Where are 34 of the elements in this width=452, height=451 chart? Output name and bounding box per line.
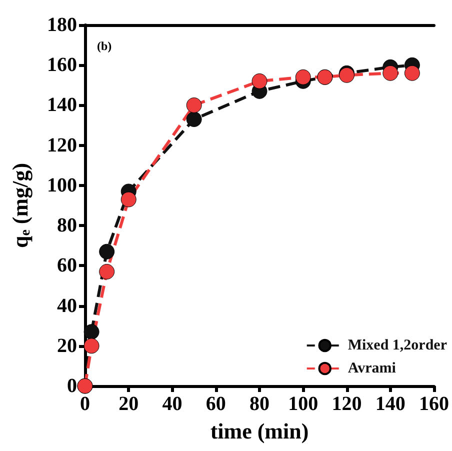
point (382, 65, 398, 81)
x-tick-label: 20 (118, 393, 139, 415)
x-tick-label: 160 (419, 393, 449, 415)
point (186, 112, 202, 128)
point (186, 97, 202, 113)
y-tick-label: 140 (47, 94, 77, 116)
point (252, 73, 268, 89)
point (404, 65, 420, 81)
y-tick-label: 100 (47, 174, 77, 196)
y-tick-label: 20 (57, 334, 77, 357)
point (84, 324, 100, 340)
x-tick-label: 80 (250, 393, 270, 415)
y-tick-label: 160 (47, 54, 77, 76)
y-tick-label: 80 (57, 214, 77, 237)
point (84, 338, 100, 354)
y-tick-label: 0 (67, 375, 77, 397)
x-tick-label: 140 (375, 393, 406, 415)
x-tick-label: 100 (288, 393, 318, 415)
point (99, 244, 115, 260)
x-tick-label: 60 (206, 393, 226, 415)
y-tick-label: 180 (47, 14, 77, 36)
y-tick-label: 120 (47, 134, 77, 156)
x-axis-title: time (min) (210, 418, 309, 444)
legend-label: Avrami (348, 360, 396, 376)
x-tick-label: 40 (162, 393, 182, 415)
point (295, 69, 311, 85)
y-tick-label: 60 (57, 254, 77, 277)
point (120, 192, 136, 208)
point (99, 264, 115, 280)
legend-label: Mixed 1,2order (348, 338, 448, 354)
y-axis-title: qe (mg/g) (8, 162, 34, 248)
y-tick-label: 40 (57, 294, 77, 317)
x-tick-label: 120 (332, 393, 362, 415)
annotation: (b) (97, 39, 112, 53)
